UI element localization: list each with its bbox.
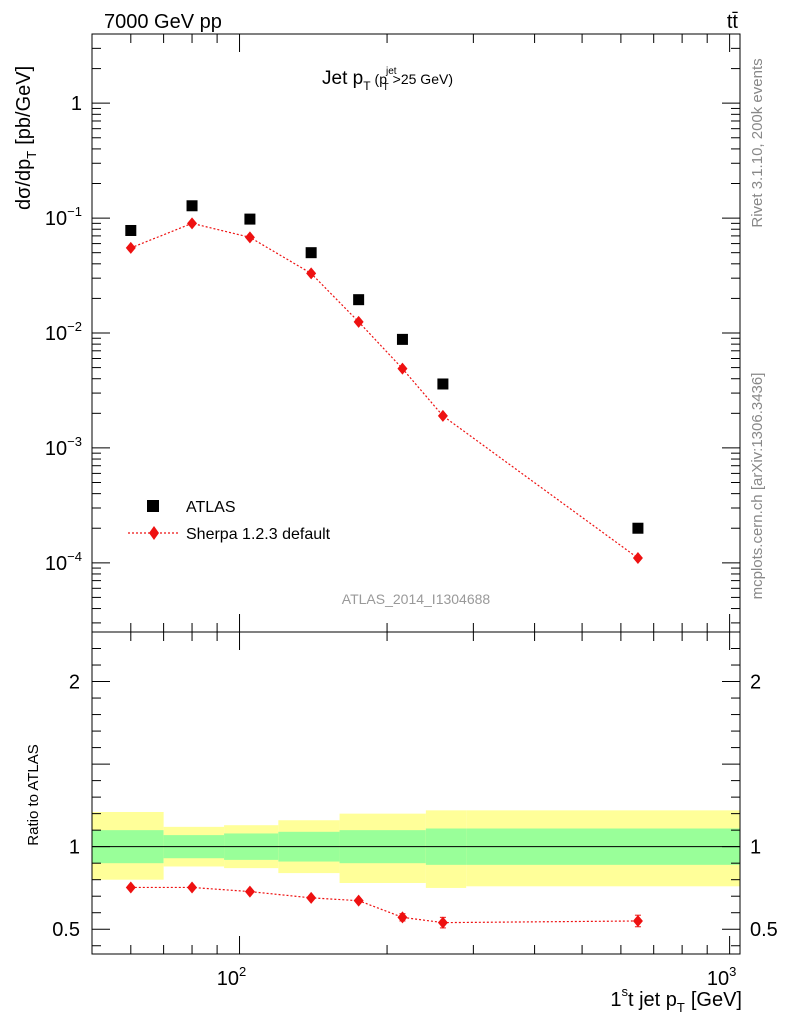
ratio-y-axis-label: Ratio to ATLAS [25,744,42,845]
sherpa-ratio-point [187,881,198,894]
sherpa-main-point [125,241,136,254]
ratio-plot-panel: 2 2 1 1 0.5 0.5 102 103 Ratio to ATLAS 1st jet … [25,631,778,1015]
ratio-y-tick-label: 0.5 [52,919,80,941]
x-tick-label: 103 [707,964,736,990]
x-tick-label: 102 [217,964,246,990]
rivet-label: Rivet 3.1.10, 200k events [749,58,766,227]
sherpa-ratio-point [437,916,448,929]
main-y-tick-label: 10−3 [45,434,82,460]
watermark-label: ATLAS_2014_I1304688 [342,591,491,607]
legend-marker-sherpa [149,526,159,540]
legend: ATLAS Sherpa 1.2.3 default [128,499,331,543]
main-plot-title: Jet pT (pjet T>25 GeV) [322,66,453,93]
ratio-y-tick-label: 1 [69,837,80,859]
sherpa-ratio-point [397,911,408,924]
atlas-data-point [186,200,198,212]
atlas-data-point [632,522,644,534]
ratio-y-tick-label: 2 [69,672,80,694]
sherpa-main-point [632,552,643,565]
atlas-data-point [353,294,365,306]
sherpa-ratio-point [306,891,317,904]
legend-label-sherpa: Sherpa 1.2.3 default [186,526,331,543]
sherpa-main-point [397,362,408,375]
sherpa-ratio-point [353,894,364,907]
sherpa-ratio-line [130,886,638,924]
x-axis-label: 1st jet pT [GeV] [610,984,742,1015]
ratio-y-tick-label-right: 1 [750,837,761,859]
atlas-data-point [244,213,256,225]
atlas-data-point [437,378,449,390]
sherpa-main-point [353,315,364,328]
main-y-tick-label: 10−1 [45,204,82,230]
mcplots-label: mcplots.cern.ch [arXiv:1306.3436] [749,373,766,600]
atlas-data-point [125,224,137,236]
main-plot-panel: 1 10−1 10−2 10−3 10−4 Jet pT (pjet T>25 GeV) d… [13,33,741,633]
atlas-data-point [396,333,408,345]
legend-marker-atlas [147,500,159,512]
main-y-axis-label: dσ/dpT[pb/GeV] [13,66,39,210]
legend-label-atlas: ATLAS [186,499,236,516]
process-label: tt̄ [727,11,739,33]
sherpa-main-point [244,231,255,244]
ratio-y-tick-label-right: 0.5 [750,919,778,941]
sherpa-main-point [187,217,198,230]
ratio-y-tick-label-right: 2 [750,672,761,694]
sherpa-main-line [130,222,639,559]
energy-label: 7000 GeV pp [104,11,222,33]
main-y-tick-label: 10−2 [45,319,82,345]
sherpa-main-point [306,267,317,280]
main-y-tick-label: 10−4 [45,549,82,575]
sherpa-main-point [437,409,448,422]
sherpa-ratio-point [125,881,136,894]
atlas-data-point [305,247,317,259]
sherpa-ratio-point [244,885,255,898]
sherpa-ratio-point [632,914,643,927]
ratio-plot-frame [91,631,741,955]
main-y-tick-label: 1 [71,93,82,115]
